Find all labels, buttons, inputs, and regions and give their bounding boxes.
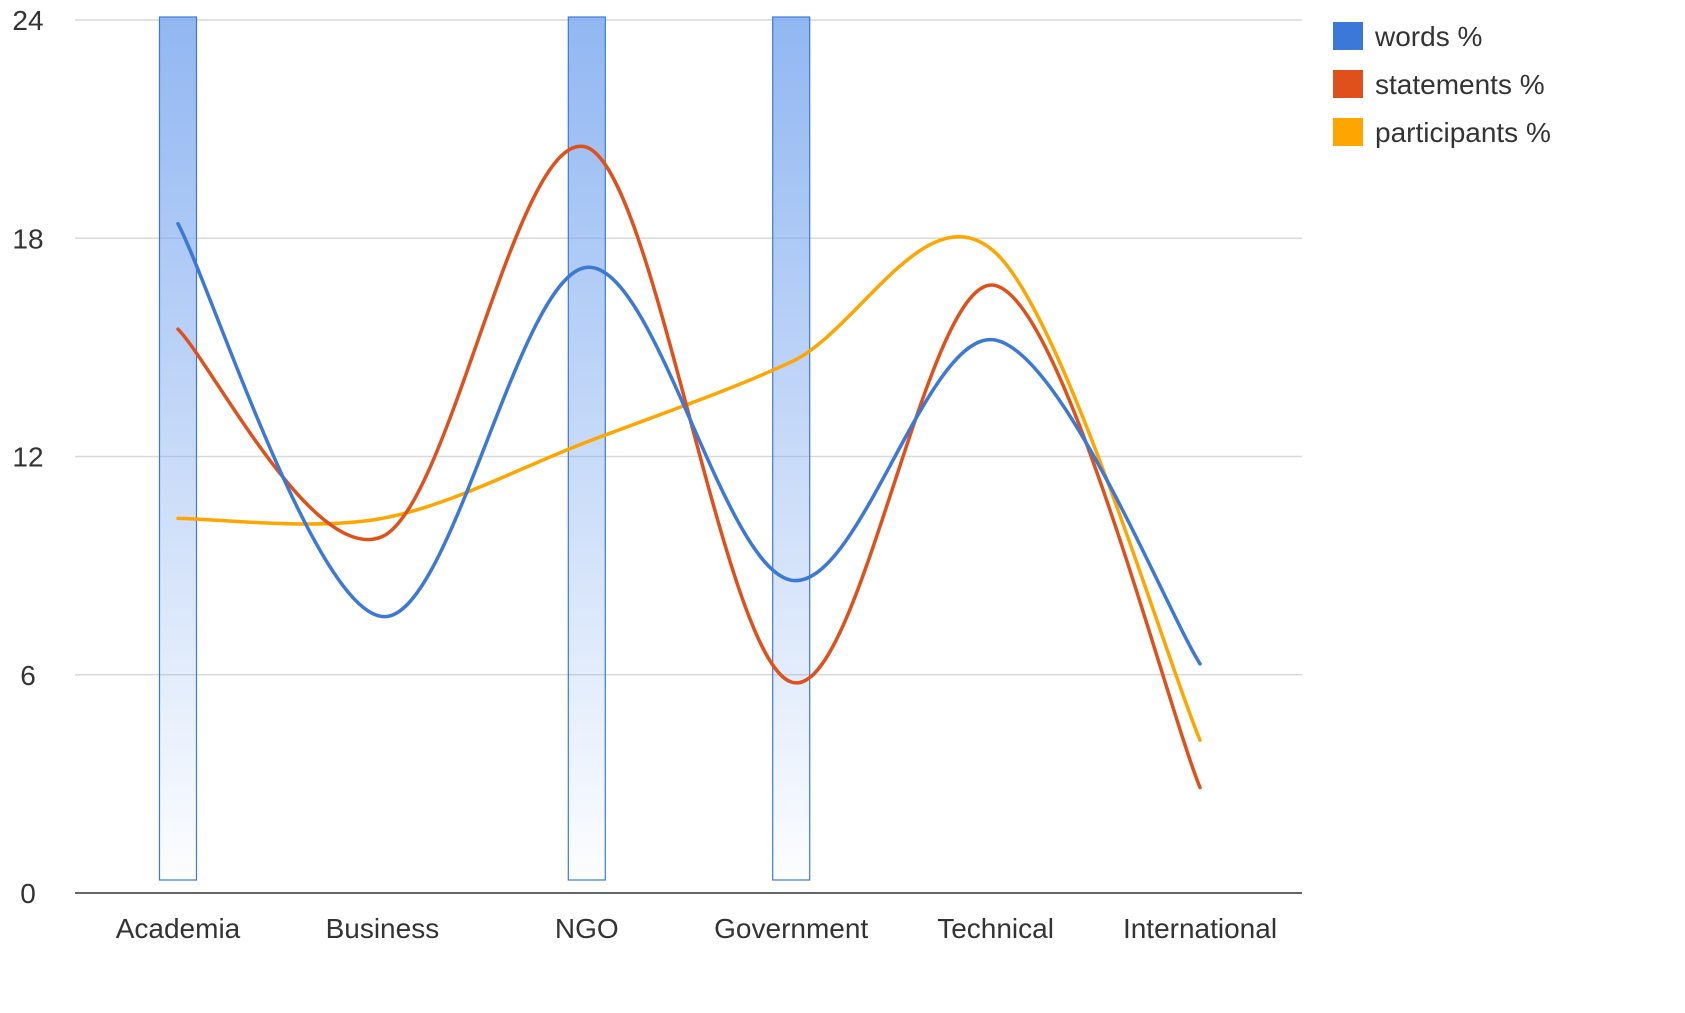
series-line [176, 221, 1202, 666]
legend-label: participants % [1375, 117, 1551, 148]
y-tick-label: 12 [12, 442, 43, 473]
legend-label: statements % [1375, 69, 1545, 100]
highlight-band [158, 16, 198, 881]
x-tick-label: NGO [555, 913, 619, 944]
series-lines [176, 144, 1202, 790]
legend-swatch [1333, 70, 1363, 98]
legend: words % statements % participants % [1333, 21, 1551, 148]
x-tick-label: Government [714, 913, 868, 944]
series-line [176, 144, 1202, 790]
highlight-band [772, 16, 811, 881]
legend-swatch [1333, 118, 1363, 146]
x-tick-label: Technical [937, 913, 1054, 944]
x-tick-label: Business [326, 913, 440, 944]
series-line [176, 235, 1202, 742]
y-tick-label: 18 [12, 223, 43, 254]
y-tick-label: 6 [20, 660, 36, 691]
y-tick-label: 0 [20, 878, 36, 909]
x-tick-label: International [1123, 913, 1277, 944]
x-tick-label: Academia [116, 913, 241, 944]
y-tick-label: 24 [12, 5, 43, 36]
legend-label: words % [1374, 21, 1482, 52]
highlight-bands [158, 16, 811, 881]
gridlines [75, 19, 1302, 676]
axes: 0 6 12 18 24 Academia Business NGO Government Tec… [12, 5, 1302, 944]
legend-swatch [1333, 22, 1363, 50]
